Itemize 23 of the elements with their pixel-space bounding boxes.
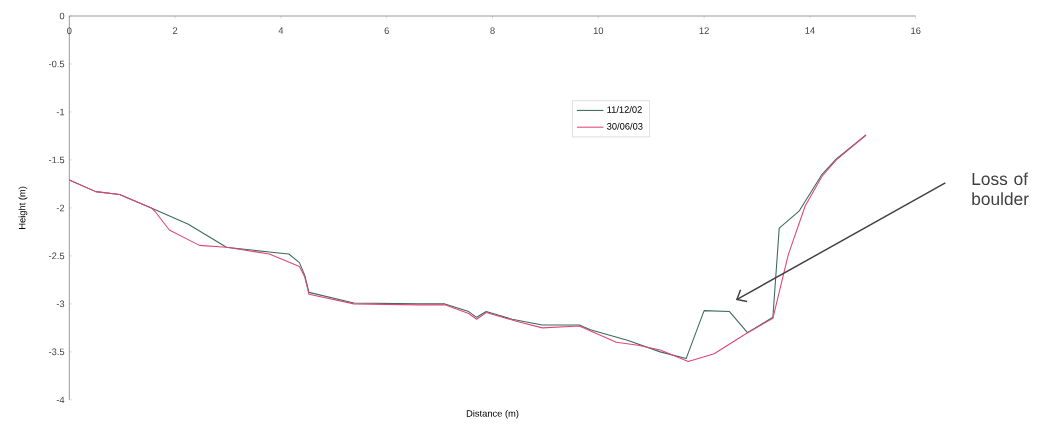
y-tick-label: -0.5	[48, 60, 65, 68]
x-tick-label: 8	[490, 27, 495, 35]
y-tick-label: 0	[59, 12, 65, 20]
y-tick-label: -2	[56, 204, 65, 212]
y-tick-label: -3.5	[48, 348, 65, 356]
x-tick-label: 0	[67, 27, 72, 35]
y-tick-label: -1	[56, 108, 65, 116]
legend-label: 30/06/03	[607, 123, 643, 130]
x-tick-label: 6	[384, 27, 389, 35]
x-tick-label: 4	[278, 27, 284, 35]
text: Loss of boulder	[972, 172, 1029, 206]
x-tick-label: 10	[593, 27, 604, 35]
x-tick-label: 2	[172, 27, 178, 35]
y-tick-label: -3	[56, 300, 65, 308]
y-tick-label: -2.5	[48, 252, 65, 260]
y-tick-label: -1.5	[48, 156, 65, 164]
x-axis-title: Distance (m)	[466, 410, 519, 419]
x-tick-label: 14	[805, 27, 815, 35]
y-tick-label: -4	[56, 396, 65, 404]
y-axis-title: Height (m)	[18, 186, 28, 230]
legend-label: 11/12/02	[607, 106, 642, 114]
x-tick-label: 12	[699, 27, 709, 35]
x-tick-label: 16	[911, 27, 921, 35]
